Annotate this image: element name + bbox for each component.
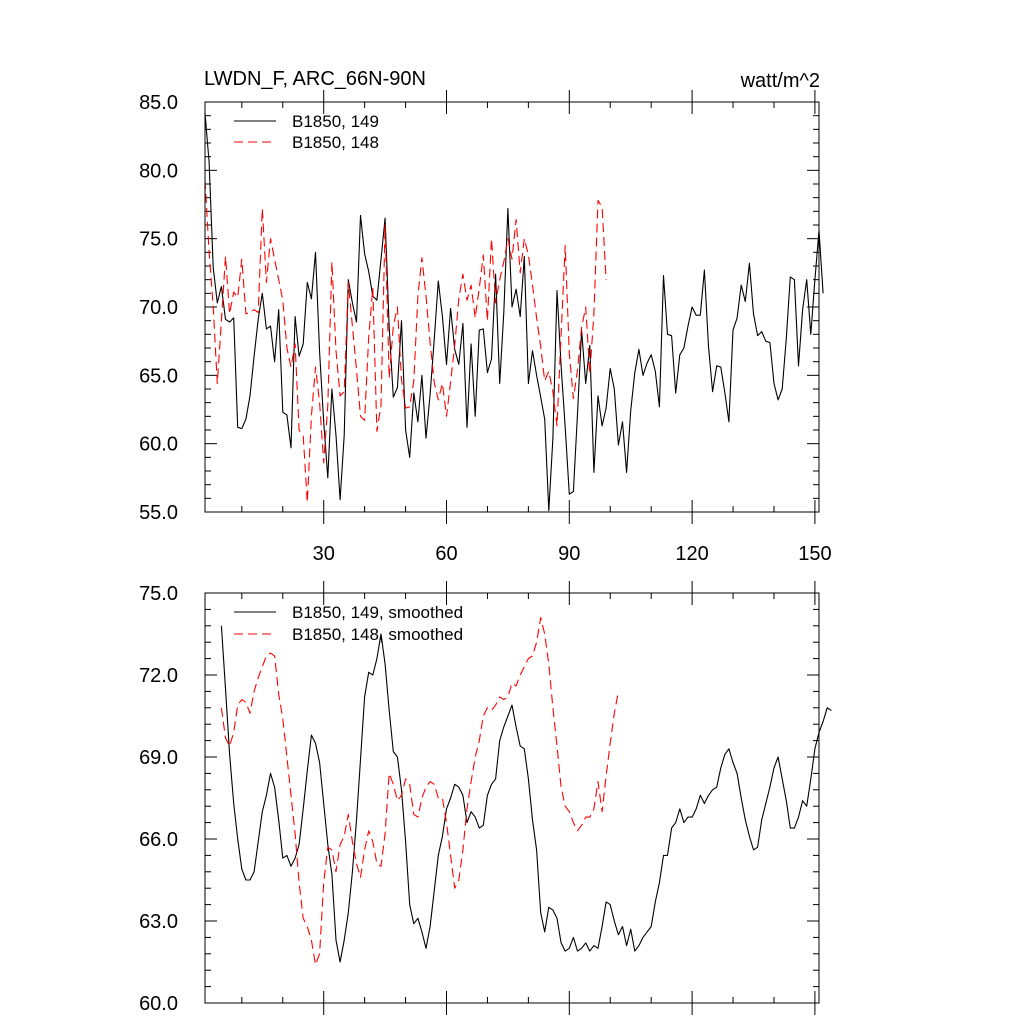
top-series: [204, 112, 824, 512]
y-tick-label: 60.0: [139, 434, 178, 456]
bottom-series-b1850-148-smoothed: [220, 617, 619, 966]
legend-label-b1850-149: B1850, 149: [292, 112, 379, 131]
legend-label-b1850-148: B1850, 148: [292, 133, 379, 152]
y-tick-label: 70.0: [139, 297, 178, 319]
legend-label-b1850-148-smoothed: B1850, 148, smoothed: [292, 625, 463, 644]
top-x-tick-labels: 30 60 90 120 150: [313, 543, 832, 565]
y-tick-label: 63.0: [139, 911, 178, 933]
x-tick-label: 90: [558, 543, 580, 565]
x-tick-label: 60: [435, 543, 457, 565]
y-tick-label: 72.0: [139, 665, 178, 687]
y-tick-label: 75.0: [139, 583, 178, 605]
bottom-series-b1850-149-smoothed: [220, 625, 832, 963]
y-tick-label: 55.0: [139, 502, 178, 524]
legend-label-b1850-149-smoothed: B1850, 149, smoothed: [292, 603, 463, 622]
y-tick-label: 66.0: [139, 829, 178, 851]
bottom-y-tick-labels: 60.0 63.0 66.0 69.0 72.0 75.0: [139, 583, 178, 1015]
x-tick-label: 150: [798, 543, 831, 565]
top-series-b1850-148: [204, 179, 607, 503]
bottom-legend: B1850, 149, smoothed B1850, 148, smoothe…: [234, 603, 463, 644]
bottom-series: [220, 617, 832, 966]
top-legend: B1850, 149 B1850, 148: [234, 112, 379, 152]
y-tick-label: 69.0: [139, 747, 178, 769]
bottom-panel: 60.0 63.0 66.0 69.0 72.0 75.0 B1850, 149, smo…: [139, 581, 832, 1015]
y-tick-label: 60.0: [139, 993, 178, 1015]
units-label: watt/m^2: [740, 70, 820, 92]
top-panel: LWDN_F, ARC_66N-90N watt/m^2 55.0 60.0 65.…: [139, 68, 832, 565]
y-tick-label: 80.0: [139, 160, 178, 182]
y-tick-label: 75.0: [139, 229, 178, 251]
bottom-ticks: [205, 581, 819, 1015]
x-tick-label: 120: [675, 543, 708, 565]
y-tick-label: 85.0: [139, 92, 178, 114]
top-y-tick-labels: 55.0 60.0 65.0 70.0 75.0 80.0 85.0: [139, 92, 178, 524]
bottom-plot-frame: [204, 592, 820, 1004]
x-tick-label: 30: [313, 543, 335, 565]
top-plot-frame: [204, 101, 820, 513]
top-series-b1850-149: [204, 112, 824, 512]
chart-title: LWDN_F, ARC_66N-90N: [204, 68, 426, 90]
y-tick-label: 65.0: [139, 365, 178, 387]
